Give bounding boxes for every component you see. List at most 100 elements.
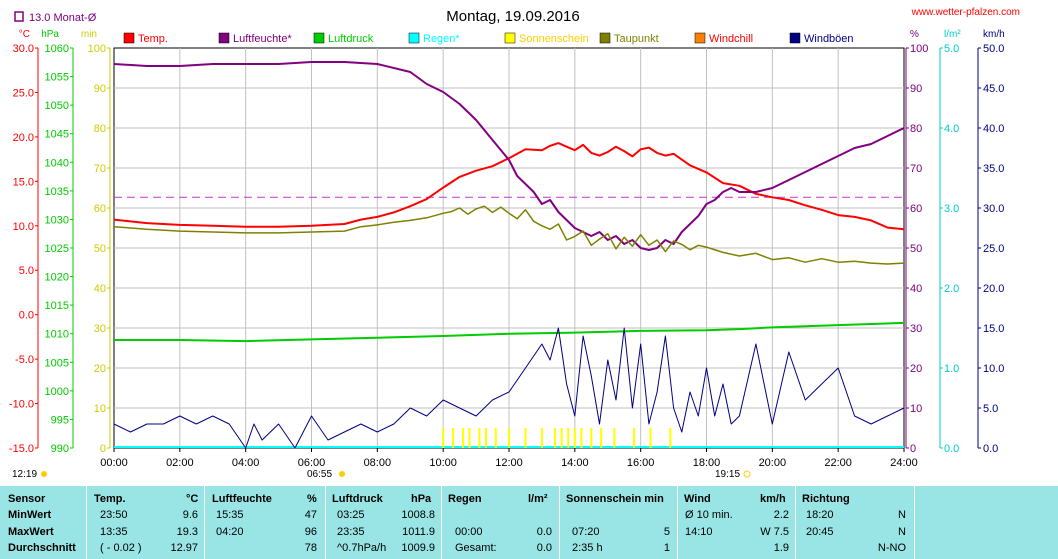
x-tick-label: 18:00 (693, 457, 721, 469)
right-axis-tick-label: 45.0 (983, 83, 1004, 95)
stat-sun-time-2: 07:20 (572, 526, 600, 538)
x-tick-label: 08:00 (364, 457, 392, 469)
right-axis-tick-label: 5.0 (983, 403, 998, 415)
header-temp-unit: °C (186, 493, 199, 505)
right-axis-tick-label: 20.0 (983, 283, 1004, 295)
legend-swatch (694, 32, 706, 44)
stat-press-val-3: 1009.9 (401, 542, 435, 554)
series-line-luftdruck (114, 321, 905, 343)
legend-label: Windchill (709, 33, 753, 45)
left-axis-tick-label: 70 (94, 163, 106, 175)
left-axis-tick-label: 60 (94, 203, 106, 215)
sunshine-bar (524, 428, 527, 448)
left-axis-tick-label: -15.0 (9, 443, 34, 455)
legend-swatch (313, 32, 325, 44)
legend-label: Windböen (804, 33, 854, 45)
right-axis-tick-label: 4.0 (944, 123, 959, 135)
sunshine-bar (573, 428, 576, 448)
sunshine-bar (567, 428, 570, 448)
stat-wind-val-1: 2.2 (773, 509, 789, 521)
legend-swatch (599, 32, 611, 44)
stat-press-time-3: ^0.7hPa/h (337, 542, 387, 554)
legend-label: Taupunkt (614, 33, 659, 45)
stat-rain-time-3: Gesamt: (455, 542, 497, 554)
left-axis-tick-label: 10 (94, 403, 106, 415)
monthly-avg-label: 13.0 Monat-Ø (29, 12, 97, 24)
right-axis-tick-label: 0.0 (944, 443, 959, 455)
header-temp: Temp. (94, 493, 126, 505)
stat-temp-val-2: 19.3 (176, 526, 198, 538)
x-tick-label: 00:00 (100, 457, 128, 469)
legend-label: Regen* (423, 33, 460, 45)
stat-press-time-2: 23:35 (337, 526, 365, 538)
legend: Temp. Luftfeuchte* Luftdruck Regen* Sonnensc… (123, 32, 854, 45)
stat-rain-time-2: 00:00 (455, 526, 483, 538)
stat-dir-time-1: 18:20 (806, 509, 834, 521)
right-axis-tick-label: 80 (910, 123, 922, 135)
stat-dir-val-1: N (898, 509, 906, 521)
sunshine-bar (590, 428, 593, 448)
left-axis-tick-label: 25.0 (13, 87, 34, 99)
x-tick-label: 16:00 (627, 457, 655, 469)
legend-swatch (123, 32, 135, 44)
x-tick-label: 06:00 (298, 457, 326, 469)
left-axis-tick-label: 50 (94, 243, 106, 255)
sunshine-bar (600, 428, 603, 448)
series-line-temp (113, 142, 905, 231)
right-axis-tick-label: 0 (910, 443, 916, 455)
sunshine-bar (494, 428, 497, 448)
header-sunshine: Sonnenschein min (566, 493, 664, 505)
stats-table: Sensor Temp. °C Luftfeuchte % Luftdruck … (0, 486, 1058, 559)
x-tick-label: 12:00 (495, 457, 523, 469)
header-pressure-unit: hPa (411, 493, 432, 505)
left-axis-unit: hPa (41, 29, 59, 40)
left-axis-tick-label: 990 (51, 443, 69, 455)
left-axis-tick-label: 0.0 (19, 310, 34, 322)
sunshine-bar (452, 428, 455, 448)
stat-press-val-2: 1011.9 (402, 526, 435, 538)
stat-wind-time-1: Ø 10 min. (685, 509, 733, 521)
left-axis-tick-label: 40 (94, 283, 106, 295)
right-axis-tick-label: 50.0 (983, 43, 1004, 55)
right-axis-tick-label: 3.0 (944, 203, 959, 215)
stat-label-2: MaxWert (8, 526, 54, 538)
stat-sun-val-3: 1 (663, 542, 670, 554)
stat-hum-val-1: 47 (304, 509, 317, 521)
right-axis-tick-label: 5.0 (944, 43, 959, 55)
sunshine-bar (461, 428, 464, 448)
stat-sun-time-3: 2:35 h (572, 542, 603, 554)
stat-label-3: Durchschnitt (8, 542, 76, 554)
stat-press-val-1: 1008.8 (401, 509, 435, 521)
stat-wind-val-3: 1.9 (773, 542, 789, 554)
header-direction: Richtung (802, 493, 850, 505)
x-tick-label: 14:00 (561, 457, 589, 469)
stat-hum-time-2: 04:20 (216, 526, 244, 538)
stat-wind-val-2: W 7.5 (760, 526, 789, 538)
left-axis-tick-label: 1015 (45, 300, 69, 312)
sunshine-bar (669, 428, 672, 448)
stat-sun-val-2: 5 (663, 526, 670, 538)
legend-label: Temp. (138, 33, 168, 45)
right-axis-tick-label: 1.0 (944, 363, 959, 375)
left-axis-tick-label: 100 (88, 43, 106, 55)
sunshine-bar (442, 428, 445, 448)
sunshine-bar (540, 428, 543, 448)
right-axis-tick-label: 20 (910, 363, 922, 375)
x-tick-label: 10:00 (429, 457, 457, 469)
right-axis-tick-label: 2.0 (944, 283, 959, 295)
left-axis-tick-label: 30.0 (13, 43, 34, 55)
left-axis-tick-label: -10.0 (9, 399, 34, 411)
sunshine-bar (478, 428, 481, 448)
right-axis-tick-label: 10.0 (983, 363, 1004, 375)
stat-temp-val-1: 9.6 (182, 509, 198, 521)
legend-swatch (408, 32, 420, 44)
header-wind-unit: km/h (760, 493, 786, 505)
sunshine-bar (508, 428, 510, 448)
stat-temp-time-1: 23:50 (100, 509, 128, 521)
left-axis-tick-label: 1040 (45, 157, 69, 169)
left-axis-tick-label: 1045 (45, 129, 69, 141)
sunshine-bar (649, 428, 652, 448)
right-axis-tick-label: 10 (910, 403, 922, 415)
sunshine-bar (554, 428, 557, 448)
header-humidity: Luftfeuchte (212, 493, 272, 505)
